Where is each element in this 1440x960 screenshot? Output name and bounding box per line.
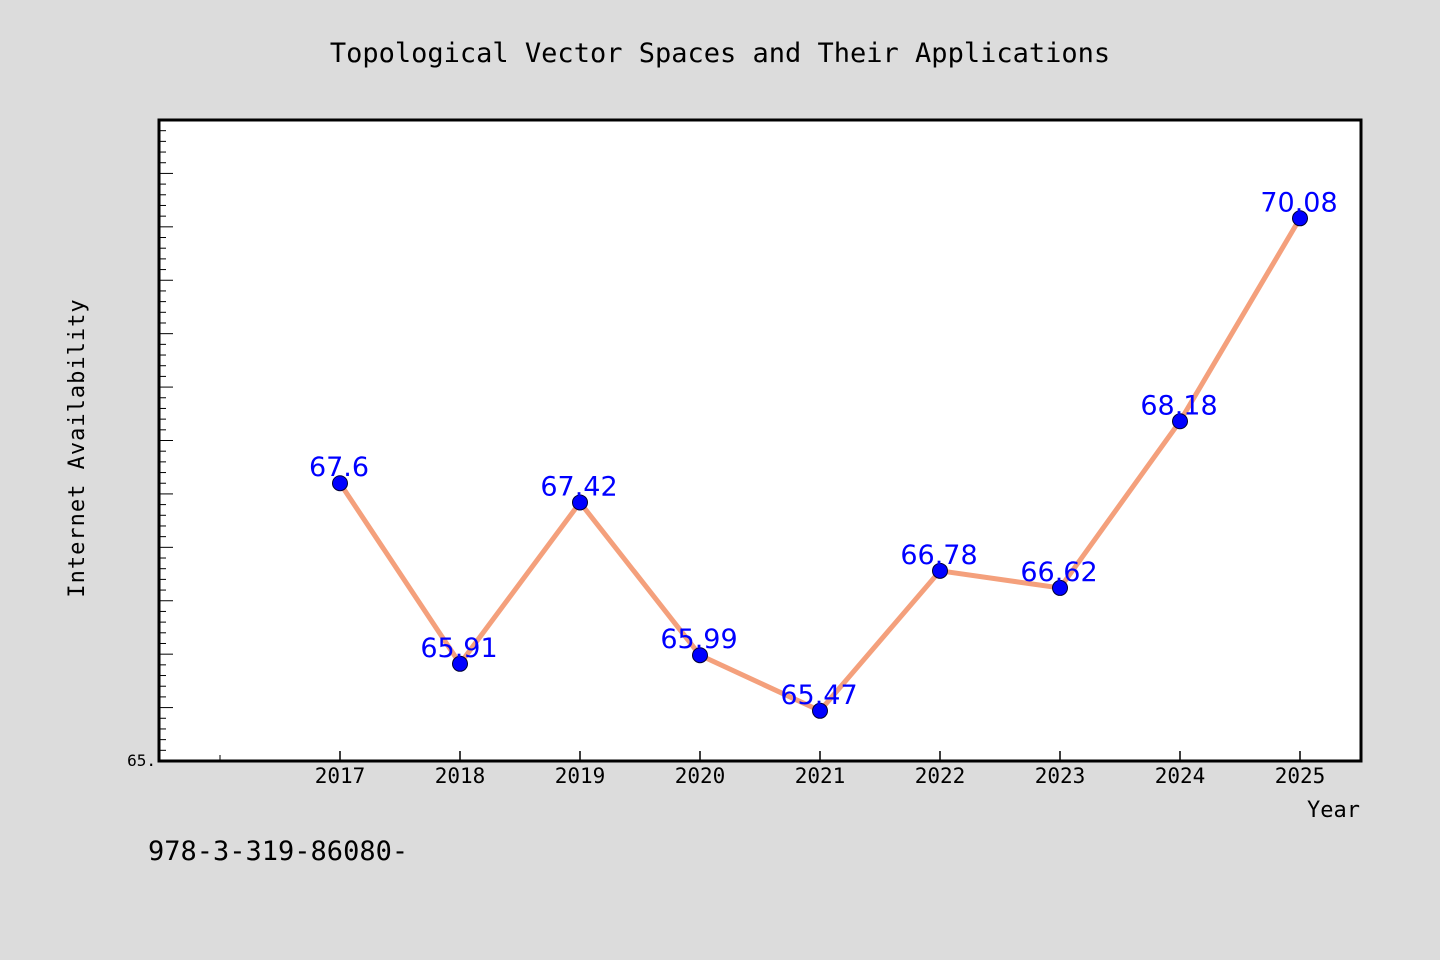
data-label: 65.99	[660, 624, 737, 655]
data-point	[1052, 579, 1068, 596]
data-point	[1172, 413, 1188, 430]
data-label: 66.62	[1020, 557, 1097, 588]
x-tick-label: 2017	[315, 764, 366, 788]
y-axis-label: Internet Availability	[65, 298, 90, 597]
y-tick-label: 65.	[127, 751, 156, 770]
data-point	[332, 475, 348, 492]
x-tick-label: 2020	[675, 764, 726, 788]
data-label: 65.47	[780, 680, 857, 711]
data-label: 65.91	[420, 633, 497, 664]
x-tick-label: 2022	[915, 764, 966, 788]
data-point	[572, 494, 588, 511]
x-tick-label: 2025	[1275, 764, 1326, 788]
data-label: 68.18	[1140, 390, 1217, 421]
data-point	[452, 655, 468, 672]
data-point	[812, 702, 828, 719]
isbn-text: 978-3-319-86080-	[148, 836, 409, 867]
x-tick-label: 2024	[1155, 764, 1206, 788]
y-axis-ticks: 65.	[127, 119, 173, 770]
x-tick-label: 2023	[1035, 764, 1086, 788]
data-label: 67.42	[540, 471, 617, 502]
x-axis-ticks: 2017 2018 2019 2020 2021 2022 2023 2024 2025	[219, 751, 1326, 788]
series-group: 67.6 65.91 67.42 65.99 65.47 66.78 66.62 68.18 7…	[309, 187, 1338, 719]
x-tick-label: 2018	[435, 764, 486, 788]
data-point	[932, 562, 948, 579]
data-label: 70.08	[1260, 187, 1337, 218]
chart-title: Topological Vector Spaces and Their Appl…	[330, 38, 1110, 69]
data-label: 66.78	[900, 540, 977, 571]
data-point	[1292, 210, 1308, 227]
data-point	[692, 647, 708, 664]
x-tick-label: 2019	[555, 764, 606, 788]
x-axis-label: Year	[1307, 798, 1360, 823]
plot-area	[157, 118, 1363, 763]
x-tick-label: 2021	[795, 764, 846, 788]
data-label: 67.6	[309, 452, 369, 483]
